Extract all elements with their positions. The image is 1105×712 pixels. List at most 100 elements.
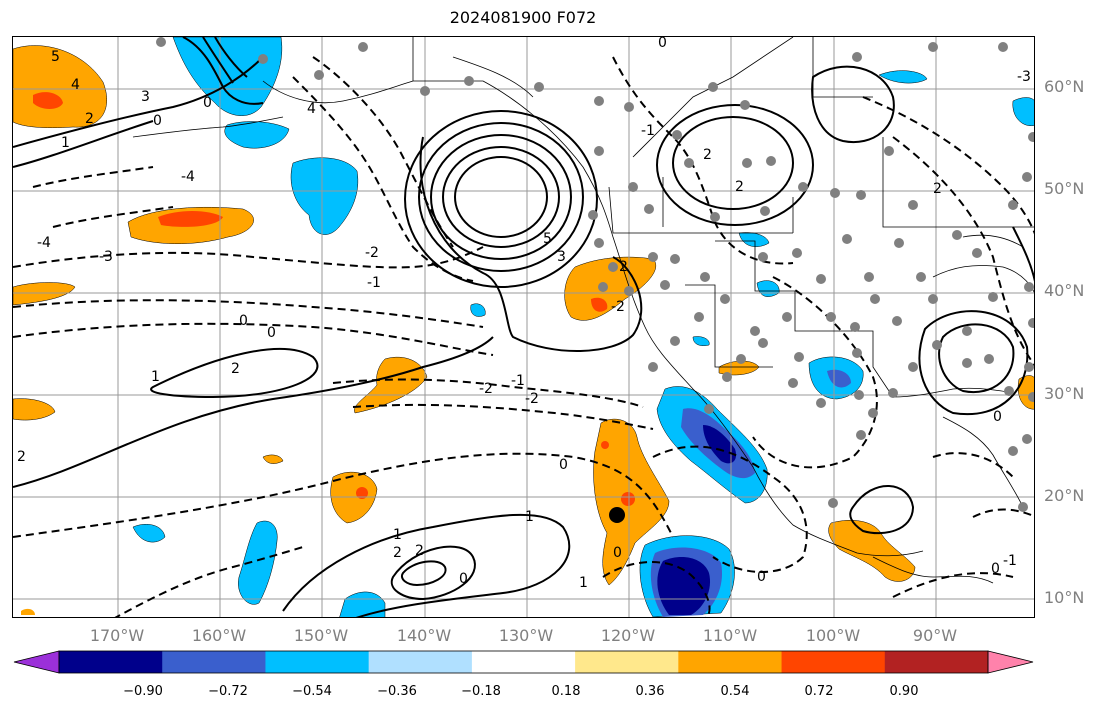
anomaly-fill bbox=[621, 492, 635, 506]
contour-label: 3 bbox=[557, 249, 566, 265]
contour-label: 0 bbox=[658, 37, 667, 51]
anomaly-fill bbox=[601, 441, 609, 449]
anomaly-fill bbox=[262, 454, 284, 464]
colorbar-segment bbox=[162, 651, 266, 673]
anomaly-fill bbox=[470, 303, 486, 317]
anomaly-fill bbox=[1012, 97, 1034, 127]
contour-label: -2 bbox=[611, 299, 625, 315]
contour-label: 5 bbox=[51, 49, 60, 65]
anomaly-fill bbox=[13, 398, 56, 421]
contour-label: 0 bbox=[153, 113, 162, 129]
station-markers bbox=[156, 37, 1034, 512]
lon-label-110w: 110°W bbox=[702, 626, 758, 645]
lon-label-170w: 170°W bbox=[89, 626, 145, 645]
negative-anomaly-fills bbox=[132, 37, 1034, 617]
contour-label: -1 bbox=[1003, 553, 1017, 569]
contour-label: 2 bbox=[415, 543, 424, 559]
anomaly-fill bbox=[238, 520, 278, 605]
anomaly-fill bbox=[738, 232, 770, 247]
contour-label: 2 bbox=[231, 361, 240, 377]
contour-label: 0 bbox=[757, 569, 766, 585]
contour-label: 0 bbox=[991, 561, 1000, 577]
colorbar-tick: −0.90 bbox=[123, 684, 163, 699]
colorbar-segment bbox=[59, 651, 163, 673]
anomaly-fill bbox=[330, 471, 378, 524]
lat-label-50n: 50°N bbox=[1044, 179, 1085, 198]
anomaly-fill bbox=[828, 520, 916, 582]
contour-labels: 5 4 3 2 1 0 5 3 0 -1 2 2 2 -3 2 -2 -2 -1… bbox=[17, 37, 1031, 591]
anomaly-fill bbox=[158, 211, 223, 227]
contour-label: 0 bbox=[267, 325, 276, 341]
colorbar-tick: 0.72 bbox=[804, 684, 834, 699]
anomaly-fill bbox=[339, 591, 386, 617]
anomaly-fill bbox=[591, 297, 608, 312]
anomaly-fill bbox=[692, 336, 710, 346]
colorbar-segment bbox=[781, 651, 886, 673]
contour-label: 0 bbox=[559, 457, 568, 473]
contour-label: -3 bbox=[99, 249, 113, 265]
map-title: 2024081900 F072 bbox=[449, 8, 597, 27]
colorbar-tick: −0.36 bbox=[377, 684, 417, 699]
anomaly-fill bbox=[703, 425, 737, 464]
anomaly-fill bbox=[756, 280, 780, 297]
contour-label: 1 bbox=[61, 135, 70, 151]
contour-label: 2 bbox=[703, 147, 712, 163]
colorbar-segment bbox=[678, 651, 783, 673]
contour-label: 2 bbox=[619, 259, 628, 275]
anomaly-fill bbox=[827, 369, 851, 388]
anomaly-fill bbox=[878, 70, 928, 84]
anomaly-fill bbox=[290, 157, 359, 235]
lat-label-40n: 40°N bbox=[1044, 281, 1085, 300]
lat-label-30n: 30°N bbox=[1044, 384, 1085, 403]
anomaly-fill bbox=[21, 608, 35, 615]
colorbar bbox=[13, 650, 1034, 674]
colorbar-tick: −0.72 bbox=[208, 684, 248, 699]
lat-label-20n: 20°N bbox=[1044, 486, 1085, 505]
contour-label: 0 bbox=[459, 571, 468, 587]
colorbar-tick: −0.18 bbox=[461, 684, 501, 699]
lon-label-90w: 90°W bbox=[912, 626, 958, 645]
contour-label: -2 bbox=[479, 381, 493, 397]
lat-label-10n: 10°N bbox=[1044, 588, 1085, 607]
contour-label: 2 bbox=[933, 181, 942, 197]
contour-label: -2 bbox=[365, 245, 379, 261]
colorbar-tick: 0.18 bbox=[551, 684, 581, 699]
contour-label: -1 bbox=[641, 123, 655, 139]
contour-label: 1 bbox=[151, 369, 160, 385]
colorbar-tick: 0.36 bbox=[635, 684, 665, 699]
lon-label-140w: 140°W bbox=[396, 626, 452, 645]
colorbar-segment bbox=[471, 651, 576, 673]
contour-label: 2 bbox=[735, 179, 744, 195]
anomaly-fill bbox=[13, 45, 107, 129]
contour-label: 2 bbox=[17, 449, 26, 465]
anomaly-fill bbox=[33, 92, 63, 109]
contour-label: -3 bbox=[1017, 69, 1031, 85]
anomaly-fill bbox=[224, 121, 290, 149]
contour-label: -4 bbox=[181, 169, 195, 185]
contour-label: 0 bbox=[993, 409, 1002, 425]
contour-label: 3 bbox=[141, 89, 150, 105]
contour-label: 4 bbox=[307, 101, 316, 117]
colorbar-segment bbox=[884, 651, 989, 673]
map-panel: 5 4 3 2 1 0 5 3 0 -1 2 2 2 -3 2 -2 -2 -1… bbox=[12, 36, 1035, 618]
colorbar-extend-min bbox=[13, 650, 60, 674]
graticule bbox=[13, 37, 1034, 617]
anomaly-fill bbox=[132, 524, 166, 543]
contour-label: -4 bbox=[37, 235, 51, 251]
anomaly-fill bbox=[564, 256, 656, 321]
colorbar-segment bbox=[368, 651, 473, 673]
lon-label-120w: 120°W bbox=[600, 626, 656, 645]
colorbar-extend-max bbox=[987, 650, 1034, 674]
colorbar-segment bbox=[265, 651, 370, 673]
negative-contours bbox=[13, 56, 1034, 617]
colorbar-tick: 0.90 bbox=[889, 684, 919, 699]
contour-label: 2 bbox=[85, 111, 94, 127]
anomaly-fill bbox=[354, 356, 428, 414]
contour-label: 5 bbox=[543, 231, 552, 247]
lat-label-60n: 60°N bbox=[1044, 77, 1085, 96]
contour-label: 4 bbox=[71, 77, 80, 93]
lon-label-150w: 150°W bbox=[293, 626, 349, 645]
map-canvas: 5 4 3 2 1 0 5 3 0 -1 2 2 2 -3 2 -2 -2 -1… bbox=[13, 37, 1034, 617]
positive-contours bbox=[13, 37, 1034, 617]
colorbar-segments bbox=[13, 650, 1034, 674]
